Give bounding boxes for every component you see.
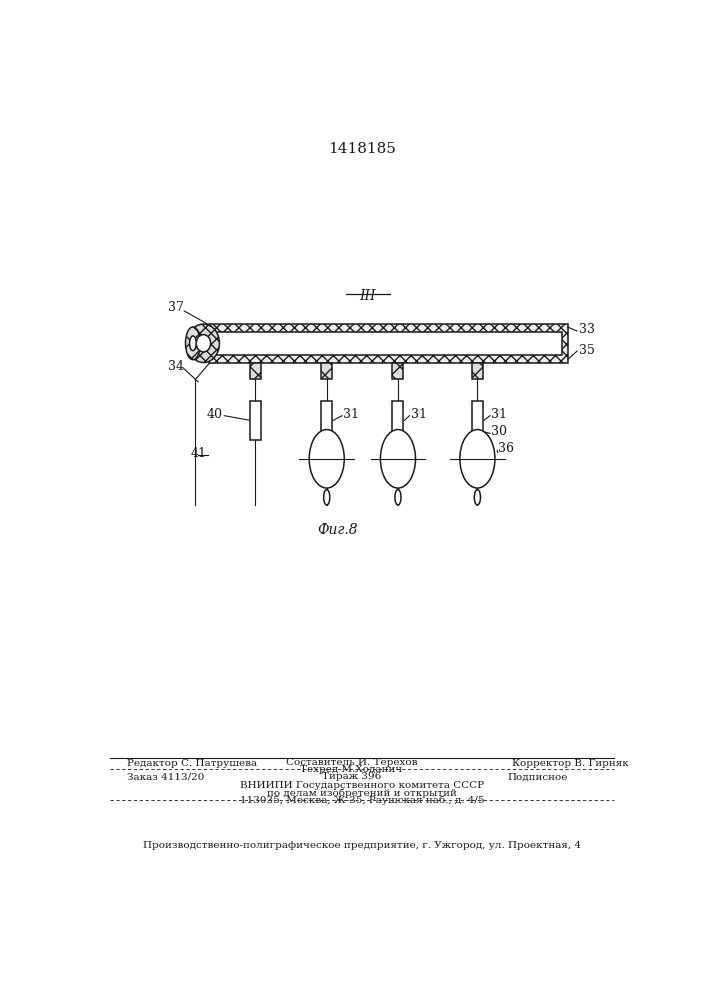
Ellipse shape [395,490,401,505]
Text: 30: 30 [491,425,507,438]
Text: 35: 35 [579,344,595,358]
Text: 37: 37 [168,301,184,314]
Text: Подписное: Подписное [508,772,568,781]
Text: Тираж 396: Тираж 396 [322,772,381,781]
Text: 31: 31 [343,408,359,421]
Bar [321,363,332,379]
Text: Составитель И. Терехов: Составитель И. Терехов [286,758,417,767]
Text: 40: 40 [206,408,223,421]
Text: 31: 31 [411,408,426,421]
Text: Техред М.Ходанич: Техред М.Ходанич [300,765,402,774]
Ellipse shape [187,324,219,363]
Text: ВНИИПИ Государственного комитета СССР: ВНИИПИ Государственного комитета СССР [240,781,484,790]
Ellipse shape [309,430,344,488]
Bar [250,401,261,440]
Ellipse shape [197,335,211,352]
Ellipse shape [460,430,495,488]
Text: 34: 34 [168,360,184,373]
Ellipse shape [189,336,197,351]
Text: 33: 33 [579,323,595,336]
Bar [321,401,332,440]
Bar [209,324,568,363]
Text: ΙΙΙ: ΙΙΙ [360,289,376,303]
Ellipse shape [380,430,416,488]
Text: 41: 41 [190,447,206,460]
Bar [250,363,261,379]
Bar [392,401,404,440]
Text: Производственно-полиграфическое предприятие, г. Ужгород, ул. Проектная, 4: Производственно-полиграфическое предприя… [144,841,581,850]
Text: 31: 31 [491,408,507,421]
Text: 1418185: 1418185 [328,142,397,156]
Text: 113035, Москва, Ж-35, Раушская наб., д. 4/5: 113035, Москва, Ж-35, Раушская наб., д. … [240,796,484,805]
Ellipse shape [185,327,200,360]
Bar [472,363,483,379]
Text: Фиг.8: Фиг.8 [317,523,358,537]
Text: Заказ 4113/20: Заказ 4113/20 [127,772,204,781]
Text: по делам изобретений и открытий: по делам изобретений и открытий [267,788,457,798]
Bar [214,332,562,355]
Ellipse shape [324,490,329,505]
Text: Корректор В. Гирняк: Корректор В. Гирняк [512,759,629,768]
Text: Редактор С. Патрушева: Редактор С. Патрушева [127,759,257,768]
Bar [472,401,483,440]
Ellipse shape [474,490,481,505]
Bar [392,363,404,379]
Text: 36: 36 [498,442,514,455]
